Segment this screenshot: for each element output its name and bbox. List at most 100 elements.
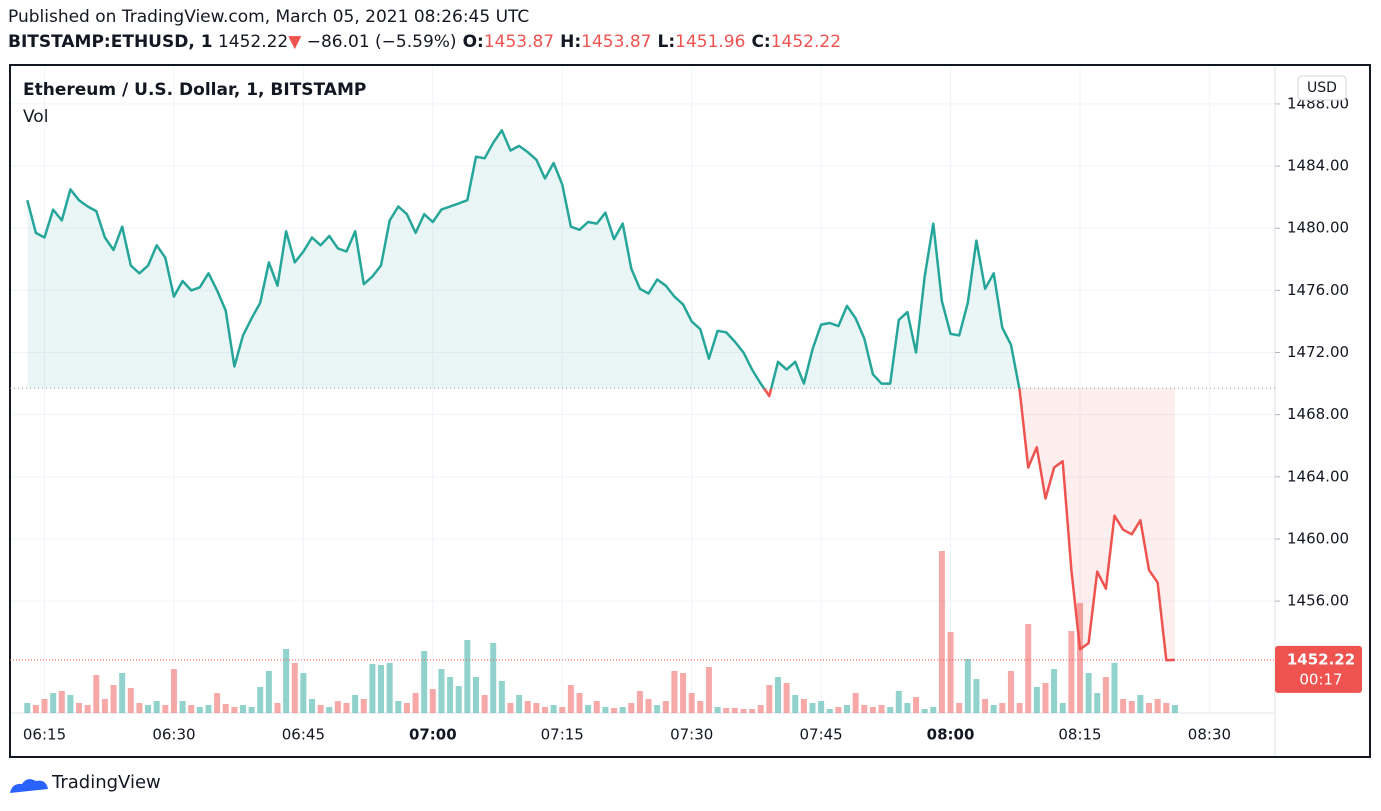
volume-bar xyxy=(67,695,74,713)
volume-bar xyxy=(749,709,756,713)
volume-bar xyxy=(472,677,479,713)
volume-bar xyxy=(585,705,592,713)
volume-bar xyxy=(516,695,523,713)
volume-bar xyxy=(257,687,264,713)
volume-bar xyxy=(343,703,350,713)
brand: TradingView xyxy=(52,772,161,793)
volume-bar xyxy=(861,705,868,713)
volume-bar xyxy=(766,685,773,713)
volume-bar xyxy=(757,705,764,713)
volume-bar xyxy=(455,686,462,713)
volume-bar xyxy=(119,673,126,713)
price-line xyxy=(26,129,1175,662)
volume-bar xyxy=(550,705,557,713)
volume-bar xyxy=(438,669,445,713)
volume-bar xyxy=(938,551,945,713)
volume-bar xyxy=(1016,703,1023,713)
volume-bar xyxy=(162,705,169,713)
volume-bar xyxy=(188,705,195,713)
x-tick-label: 06:30 xyxy=(152,726,195,744)
volume-bar xyxy=(602,707,609,713)
last-price-box xyxy=(1275,645,1362,693)
countdown: 00:17 xyxy=(1299,670,1342,688)
volume-bar xyxy=(32,705,39,713)
volume-bar xyxy=(887,707,894,713)
volume-bar xyxy=(645,699,652,713)
volume-bar xyxy=(93,675,100,713)
volume-bar xyxy=(697,701,704,713)
volume-bar xyxy=(1154,699,1161,713)
volume-bar xyxy=(576,693,583,713)
volume-bar xyxy=(101,699,108,713)
volume-bar xyxy=(145,705,152,713)
volume-bar xyxy=(481,695,488,713)
volume-bar xyxy=(360,699,367,713)
volume-bar xyxy=(196,707,203,713)
volume-label: Vol xyxy=(23,107,48,127)
volume-bar xyxy=(567,685,574,713)
volume-bar xyxy=(1076,603,1083,713)
volume-bar xyxy=(309,699,316,713)
volume-bar xyxy=(800,699,807,713)
arrow: ▼ xyxy=(288,32,302,52)
volume-bar xyxy=(205,705,212,713)
volume-bar xyxy=(1120,699,1127,713)
volume-bar xyxy=(248,707,255,713)
volume-bar xyxy=(50,693,57,713)
volume-bar xyxy=(913,697,920,713)
volume-bar xyxy=(1094,693,1101,713)
volume-bar xyxy=(740,709,747,713)
x-tick-label: 07:00 xyxy=(409,726,457,744)
volume-bar xyxy=(507,703,514,713)
volume-bar xyxy=(265,671,272,713)
volume-bar xyxy=(498,681,505,713)
volume-bar xyxy=(714,707,721,713)
volume-bar xyxy=(231,707,238,713)
volume-bar xyxy=(464,640,471,713)
volume-bar xyxy=(1146,703,1153,713)
currency-button[interactable] xyxy=(1297,75,1347,101)
volume-bar xyxy=(1111,663,1118,713)
volume-bar xyxy=(58,691,65,713)
ohlc-value: 1453.87 xyxy=(581,32,652,52)
symbol-line: BITSTAMP:ETHUSD, 1 1452.22▼ −86.01 (−5.5… xyxy=(8,32,841,52)
volume-bar xyxy=(878,705,885,713)
y-tick-label: 1476.00 xyxy=(1287,281,1349,299)
volume-bar xyxy=(852,693,859,713)
volume-bar xyxy=(628,703,635,713)
ohlc-label: L: xyxy=(657,32,676,52)
volume-bar xyxy=(671,671,678,713)
ohlc-value: 1453.87 xyxy=(483,32,555,52)
volume-bar xyxy=(904,703,911,713)
price: 1452.22 xyxy=(217,32,289,52)
volume-bar xyxy=(982,699,989,713)
volume-bar xyxy=(110,685,117,713)
volume-bar xyxy=(283,649,290,713)
volume-bar xyxy=(792,695,799,713)
currency[interactable]: USD xyxy=(1307,80,1337,96)
volume-bar xyxy=(619,707,626,713)
volume-bar xyxy=(76,703,83,713)
volume-bar xyxy=(990,705,997,713)
volume-bar xyxy=(999,703,1006,713)
volume-bar xyxy=(395,701,402,713)
volume-bar xyxy=(127,688,134,713)
chart-frame xyxy=(9,64,1371,758)
x-tick-label: 08:30 xyxy=(1188,726,1231,744)
y-tick-label: 1484.00 xyxy=(1287,157,1349,175)
volume-bar xyxy=(403,703,410,713)
volume-bar xyxy=(731,708,738,713)
volume-bar xyxy=(1042,683,1049,713)
ohlc-value: 1451.96 xyxy=(675,32,746,52)
y-tick-label: 1468.00 xyxy=(1287,405,1349,423)
volume-bar xyxy=(1007,671,1014,713)
volume-bar xyxy=(334,701,341,713)
volume-bar xyxy=(1025,624,1032,713)
volume-bar xyxy=(662,701,669,713)
volume-bar xyxy=(844,705,851,713)
volume-bar xyxy=(222,704,229,713)
ohlc-value: 1452.22 xyxy=(770,32,842,52)
volume-bar xyxy=(835,707,842,713)
last-price-label: 1452.22 xyxy=(1287,650,1355,668)
volume-bar xyxy=(1033,687,1040,713)
